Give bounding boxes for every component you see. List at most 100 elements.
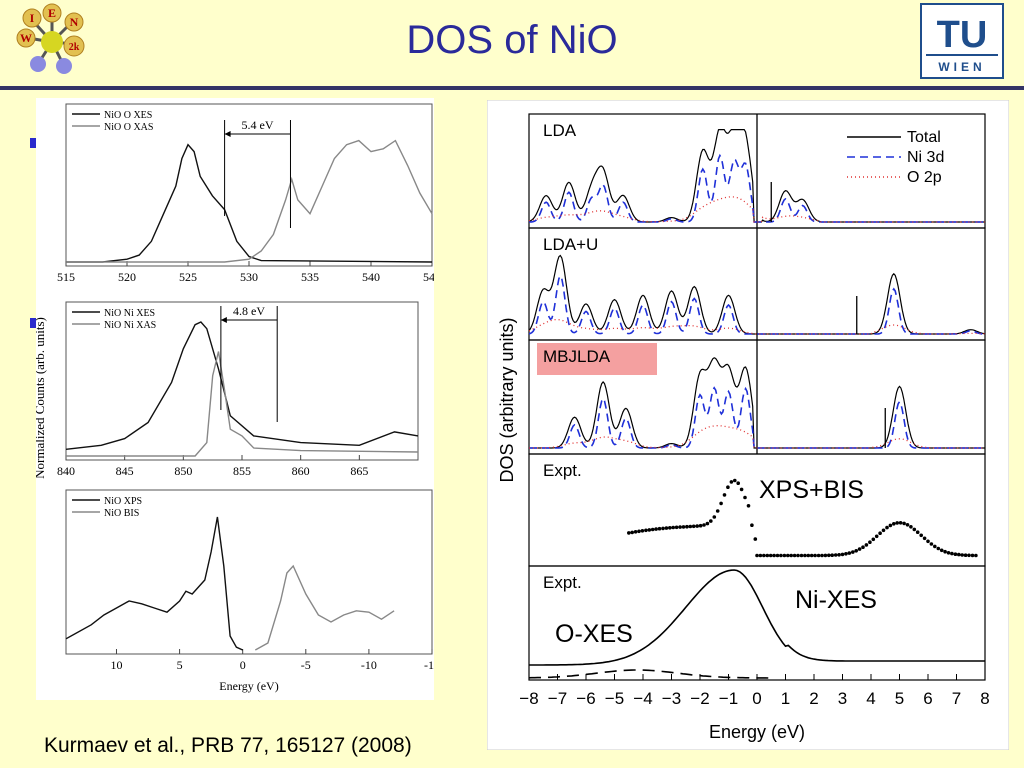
expt-data-point	[816, 553, 821, 558]
expt-data-point	[765, 553, 770, 558]
x-tick-label: −2	[690, 689, 709, 708]
expt-data-point	[833, 553, 838, 557]
expt-data-point	[868, 540, 872, 544]
annotation-arrowhead	[224, 131, 231, 137]
expt-data-point	[861, 545, 865, 549]
y-axis-label: DOS (arbitrary units)	[497, 317, 517, 482]
expt-data-point	[840, 552, 845, 557]
expt-data-point	[640, 529, 645, 533]
expt-data-point	[957, 552, 961, 557]
o2p-dos-curve	[529, 425, 985, 449]
legend-label: NiO Ni XES	[104, 308, 155, 319]
x-tick-label: 855	[233, 464, 251, 478]
logo-letter: N	[70, 15, 79, 29]
expt-data-point	[919, 533, 923, 538]
expt-data-point	[633, 530, 638, 534]
expt-data-point	[664, 526, 669, 530]
annotation-xps-bis: XPS+BIS	[759, 476, 864, 504]
expt-data-point	[743, 495, 747, 500]
series-line-1	[65, 516, 243, 651]
x-tick-label: −4	[633, 689, 652, 708]
expt-data-point	[736, 481, 740, 486]
expt-data-point	[885, 525, 889, 530]
expt-data-point	[661, 526, 665, 531]
expt-data-point	[698, 523, 703, 528]
x-tick-label: −8	[519, 689, 538, 708]
x-axis-label: Energy (eV)	[219, 679, 278, 693]
x-tick-label: −7	[548, 689, 567, 708]
expt-data-point	[772, 553, 776, 558]
expt-data-point	[895, 521, 899, 525]
x-tick-label: 545	[423, 270, 434, 284]
x-tick-label: −3	[662, 689, 681, 708]
expt-data-point	[762, 553, 766, 558]
logo-tu-text: TU	[937, 14, 988, 56]
expt-data-point	[823, 553, 828, 558]
expt-data-point	[637, 529, 641, 534]
expt-data-point	[726, 485, 730, 490]
x-tick-label: 10	[110, 658, 122, 672]
x-tick-label: −1	[719, 689, 738, 708]
x-tick-label: 7	[952, 689, 961, 708]
legend-label: NiO XPS	[104, 496, 142, 507]
expt-data-point	[799, 553, 804, 558]
expt-data-point	[750, 523, 754, 527]
x-tick-label: 6	[923, 689, 932, 708]
expt-data-point	[967, 553, 971, 558]
expt-data-point	[729, 480, 734, 484]
annotation-label: 4.8 eV	[233, 304, 265, 318]
x-tick-label: 0	[240, 658, 246, 672]
x-tick-label: 5	[177, 658, 183, 672]
x-tick-label: 5	[895, 689, 904, 708]
x-tick-label: 520	[118, 270, 136, 284]
expt-data-point	[960, 553, 964, 557]
expt-data-point	[844, 552, 848, 556]
expt-data-point	[779, 553, 783, 558]
legend-label: NiO O XAS	[104, 122, 153, 133]
x-tick-label: 860	[292, 464, 310, 478]
annotation-ni-xes: Ni-XES	[795, 586, 877, 614]
x-tick-label: 515	[57, 270, 75, 284]
expt-data-point	[874, 534, 879, 539]
ni3d-dos-curve	[529, 386, 985, 449]
expt-data-point	[902, 521, 906, 526]
x-tick-label: -5	[301, 658, 311, 672]
logo-letter: W	[20, 31, 32, 45]
expt-data-point	[768, 553, 773, 558]
expt-data-point	[719, 501, 723, 506]
series-line-2	[66, 139, 433, 263]
x-tick-label: 845	[116, 464, 134, 478]
expt-data-point	[647, 528, 652, 532]
expt-data-point	[782, 553, 787, 558]
x-tick-label: -10	[361, 658, 377, 672]
expt-data-point	[758, 553, 763, 558]
x-tick-label: 540	[362, 270, 380, 284]
series-line-2	[254, 564, 395, 651]
x-tick-label: 865	[350, 464, 368, 478]
expt-data-point	[974, 553, 978, 558]
expt-data-point	[668, 526, 672, 530]
series-line-2	[66, 351, 419, 457]
legend-label: O 2p	[907, 169, 942, 186]
expt-data-point	[722, 493, 727, 497]
expt-data-point	[939, 548, 944, 553]
expt-data-point	[878, 531, 882, 535]
x-tick-label: 0	[752, 689, 761, 708]
x-axis-label: Energy (eV)	[709, 722, 805, 742]
o2p-dos-curve	[528, 196, 985, 223]
x-tick-label: −6	[576, 689, 595, 708]
series-line-1	[65, 321, 419, 450]
expt-data-point	[915, 530, 920, 534]
expt-data-point	[830, 553, 834, 557]
expt-data-point	[871, 537, 876, 542]
expt-data-point	[630, 530, 634, 535]
expt-data-point	[926, 539, 930, 544]
expt-data-point	[644, 528, 648, 533]
x-tick-label: 525	[179, 270, 197, 284]
expt-data-point	[739, 487, 744, 492]
subpanel-label: LDA	[543, 121, 577, 140]
expt-data-point	[847, 551, 852, 555]
highlight-box	[537, 343, 657, 375]
x-tick-label: 3	[838, 689, 847, 708]
